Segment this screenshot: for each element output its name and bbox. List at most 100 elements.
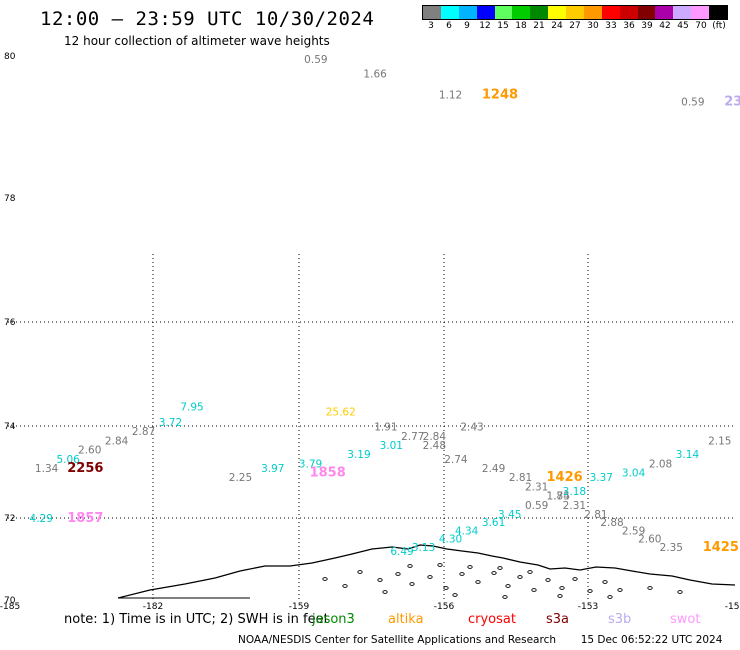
satellite-s3b: s3b: [608, 612, 632, 627]
longitude-label: -182: [143, 602, 163, 612]
wave-height-value: 2.84: [423, 431, 447, 443]
scale-swatch: [548, 6, 566, 19]
satellite-cryosat: cryosat: [468, 612, 516, 627]
wave-height-value: 0.59: [304, 54, 327, 66]
wave-height-value: 4.34: [455, 525, 479, 537]
wave-height-value: 2.81: [584, 509, 607, 521]
scale-swatch: [583, 6, 602, 19]
wave-height-value: 3.04: [622, 468, 646, 480]
satellite-altika: altika: [388, 612, 424, 627]
scale-label: (ft): [712, 21, 726, 31]
lake-outline: [572, 577, 578, 581]
wave-height-value: 3.79: [299, 458, 322, 470]
wave-height-value: 2.43: [460, 422, 483, 434]
wave-height-value: 2.59: [622, 525, 645, 537]
lake-outline: [382, 590, 388, 594]
lake-outline: [587, 589, 593, 593]
latitude-label: 72: [4, 514, 15, 524]
footer-credit: NOAA/NESDIS Center for Satellite Applica…: [238, 634, 722, 646]
scale-label: 18: [515, 21, 527, 31]
page-title: 12:00 — 23:59 UTC 10/30/2024: [40, 8, 375, 30]
scale-swatch: [530, 6, 549, 19]
lake-outline: [322, 577, 328, 581]
wave-height-value: 2.60: [638, 534, 661, 546]
wave-height-value: 4.30: [439, 534, 462, 546]
longitude-label: -185: [0, 602, 20, 612]
scale-label: 45: [677, 21, 689, 31]
pass-time-label: 1425: [703, 540, 739, 555]
latitude-label: 78: [4, 194, 16, 204]
lake-outline: [527, 570, 533, 574]
wave-height-value: 3.97: [261, 463, 284, 475]
wave-height-value: 5.06: [56, 454, 80, 466]
wave-height-value: 3.14: [676, 449, 700, 461]
wave-height-value: 25.62: [326, 407, 356, 419]
longitude-label: -150: [725, 602, 740, 612]
lake-outline: [459, 572, 465, 576]
lake-outline: [517, 575, 523, 579]
scale-label: 21: [533, 21, 545, 31]
lake-outline: [531, 588, 537, 592]
scale-swatch: [691, 6, 709, 19]
scale-label: 15: [497, 21, 509, 31]
wave-height-value: 1.85: [547, 491, 570, 503]
wave-height-value: 2.74: [444, 454, 468, 466]
wave-height-value: 7.95: [180, 401, 203, 413]
scale-label: 9: [464, 21, 470, 31]
lake-outline: [409, 582, 415, 586]
wave-height-value: 0.59: [681, 97, 704, 109]
scale-swatch: [673, 6, 692, 19]
wave-height-value: 2.88: [600, 517, 623, 529]
pass-time-label: 2256: [67, 461, 103, 476]
lake-outline: [647, 586, 653, 590]
wave-height-value: 2.60: [78, 445, 101, 457]
wave-height-color-scale: [422, 5, 728, 20]
lake-outline: [407, 564, 413, 568]
scale-swatch: [619, 6, 638, 19]
latitude-label: 74: [4, 422, 16, 432]
wave-height-value: 2.25: [229, 472, 252, 484]
lake-outline: [443, 586, 449, 590]
pass-time-label: 1248: [482, 88, 518, 103]
scale-swatch: [494, 6, 513, 19]
wave-height-value: 2.87: [132, 426, 155, 438]
longitude-label: -153: [578, 602, 598, 612]
lake-outline: [437, 563, 443, 567]
satellite-swot: swot: [670, 612, 701, 627]
lake-outline: [497, 566, 503, 570]
wave-height-value: 3.61: [482, 517, 505, 529]
wave-height-scale-labels: 3 6 9 12 15 18 21 24 27 30 33 36 39 42 45 70 (ft): [422, 21, 728, 33]
scale-swatch: [709, 6, 727, 19]
lake-outline: [602, 580, 608, 584]
latitude-label: 76: [4, 318, 16, 328]
wave-height-value: 1.34: [35, 463, 59, 475]
lake-outline: [557, 594, 563, 598]
wave-height-value: 1.74: [547, 491, 571, 503]
wave-height-value: 2.31: [525, 481, 548, 493]
scale-label: 12: [479, 21, 491, 31]
wave-height-observations: 0.591.661.1212480.5923561.271247.953.722…: [30, 54, 740, 558]
footnote: note: 1) Time is in UTC; 2) SWH is in fe…: [64, 612, 329, 627]
scale-label: 36: [623, 21, 635, 31]
lake-outline: [395, 572, 401, 576]
pass-time-label: 1857: [67, 511, 103, 526]
alaska-coastline: [117, 544, 736, 599]
wave-height-value: 1.12: [439, 90, 462, 102]
lake-outline: [357, 570, 363, 574]
wave-height-value: 2.48: [423, 440, 446, 452]
scale-swatch: [476, 6, 495, 19]
graticule: [8, 254, 735, 600]
wave-height-value: 3.13: [412, 542, 435, 554]
lake-outline: [559, 586, 565, 590]
wave-height-value: 4.29: [30, 513, 53, 525]
lake-outline: [505, 584, 511, 588]
latitude-label: 80: [4, 52, 16, 62]
axis-labels: 80 78 76 74 72 70-185 -182 -159 -156 -153 -150: [0, 52, 740, 612]
satellite-s3a: s3a: [546, 612, 570, 627]
scale-label: 30: [587, 21, 599, 31]
scale-swatch: [601, 6, 620, 19]
lake-outline: [502, 595, 508, 599]
wave-height-value: 2.81: [509, 472, 532, 484]
